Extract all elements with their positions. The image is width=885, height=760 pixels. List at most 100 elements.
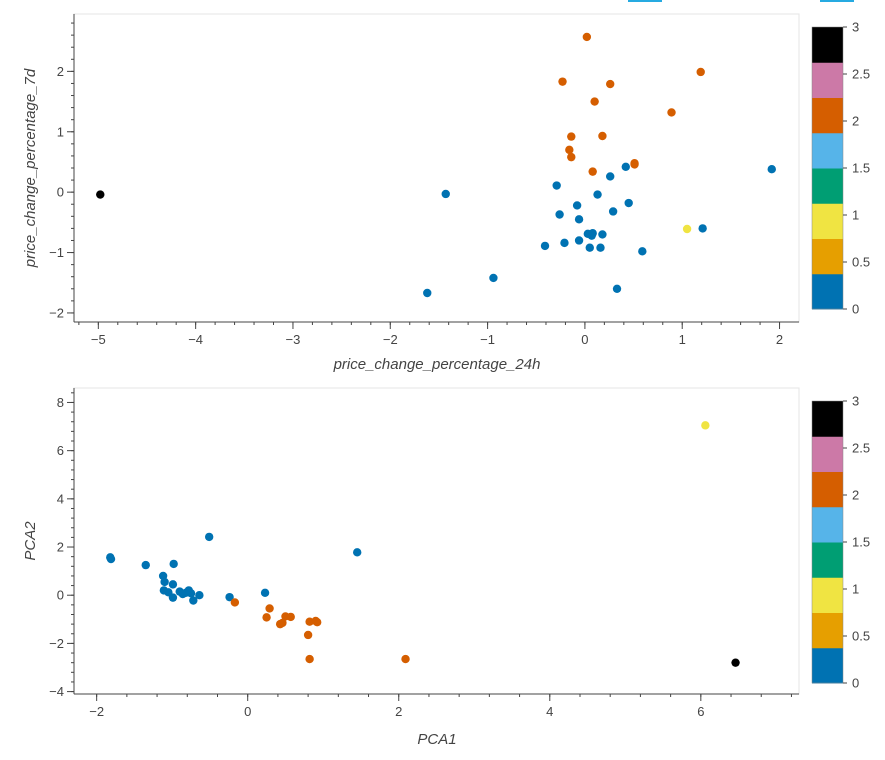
plot-1-point-38 [682, 224, 692, 234]
plot-1-colorbar-tick-label: 1.5 [852, 161, 870, 176]
plot-2-x-tick-label: 6 [697, 704, 704, 719]
plot-1-point-30 [587, 231, 596, 240]
plot-1-point-5 [582, 32, 592, 42]
plot-2-point-23 [260, 588, 270, 598]
plot-2-colorbar: 0 0.5 1 1.5 2 2.5 3 [811, 394, 870, 691]
plot-1-point-19 [606, 172, 615, 181]
plot-1-point-26 [574, 215, 584, 224]
plot-1-colorbar-swatch [812, 62, 843, 98]
plot-2-point-14 [168, 593, 178, 602]
plot-1-axes: −5 −4 −3 −2 −1 0 1 2 −2 −1 0 1 2 [49, 14, 799, 347]
plot-1-colorbar-tick-label: 1 [852, 208, 859, 223]
plot-1-point-11 [567, 132, 576, 141]
plot-1-colorbar-swatch [812, 168, 843, 204]
plot-2-y-tick-label: 0 [57, 588, 64, 603]
plot-1-point-3 [423, 288, 432, 298]
plot-2-x-tick-label: 0 [244, 704, 251, 719]
plot-2-colorbar-swatch [812, 542, 843, 578]
plot-2-colorbar-swatch [812, 612, 843, 649]
plot-1-colorbar-tick-label: 3 [852, 20, 859, 35]
plot-2-point-24 [230, 598, 240, 607]
plot-1-colorbar-swatch [812, 273, 843, 310]
plot-1-point-23 [624, 198, 633, 208]
plot-2-frame [73, 387, 800, 695]
plot-1-colorbar-swatch [812, 238, 843, 275]
plot-1-y-tick-label: −1 [49, 245, 64, 260]
plot-1-colorbar-tick-label: 0 [852, 302, 859, 317]
plot-1-point-31 [574, 236, 584, 245]
plot-2-x-tick-label: 2 [395, 704, 402, 719]
plot-2-y-tick-label: 2 [57, 540, 64, 555]
plot-2-colorbar-swatch [812, 436, 843, 472]
plot-1-point-40 [612, 284, 622, 293]
plot-1-x-tick-label: 1 [679, 332, 686, 347]
plot-1-point-18 [621, 162, 630, 171]
plot-2-point-30 [278, 618, 287, 628]
plot-1-frame [73, 13, 800, 323]
plot-2-point-20 [189, 596, 198, 605]
plot-1-colorbar-swatch [812, 132, 843, 169]
plot-1-x-tick-label: −1 [480, 332, 495, 347]
plot-2-colorbar-swatch [812, 401, 843, 437]
plot-2-point-5 [141, 560, 150, 570]
plot-1-point-8 [696, 67, 705, 77]
plot-1-point-32 [560, 238, 569, 248]
plot-1-x-tick-label: −2 [383, 332, 398, 347]
plot-1-x-tick-label: 2 [776, 332, 783, 347]
plot-1-point-7 [606, 79, 615, 89]
plot-1-point-37 [698, 224, 707, 233]
plot-2-point-6 [169, 559, 178, 569]
plot-2-colorbar-tick-label: 0 [852, 676, 859, 691]
plot-1-point-29 [598, 230, 607, 239]
plot-1-x-tick-label: −3 [286, 332, 301, 347]
plot-2-colorbar-tick-label: 1 [852, 582, 859, 597]
plot-1-point-20 [552, 181, 561, 190]
plot-2-colorbar-tick-label: 2 [852, 488, 859, 503]
plot-2-x-tick-label: −2 [89, 704, 104, 719]
plot-1-y-tick-label: 2 [57, 64, 64, 79]
plot-2-y-tick-label: 8 [57, 395, 64, 410]
plot-2-x-axis-title: PCA1 [417, 731, 456, 748]
plot-1-y-tick-label: 1 [57, 124, 64, 139]
plot-2-x-tick-label: 4 [546, 704, 553, 719]
plot-2: −2 0 2 4 6 −4 −2 0 2 4 6 8 PCA1 PCA2 0 0.5 1 1.5 2 2.5 3 [22, 387, 870, 748]
plot-2-point-21 [195, 591, 204, 600]
plot-1-point-13 [565, 145, 574, 155]
plot-2-colorbar-swatch [812, 577, 843, 613]
plot-1-colorbar-swatch [812, 203, 843, 239]
plot-1-colorbar-tick-label: 2.5 [852, 67, 870, 82]
toolbar-button-right[interactable] [820, 0, 854, 2]
plot-2-colorbar-swatch [812, 471, 843, 508]
plot-2-y-tick-label: 6 [57, 443, 64, 458]
plot-2-point-35 [305, 654, 314, 664]
plot-1-point-34 [585, 243, 594, 252]
plot-1-point-4 [489, 273, 498, 283]
plot-1-point-35 [596, 243, 605, 252]
plot-1: −5 −4 −3 −2 −1 0 1 2 −2 −1 0 1 2 price_change_percen… [22, 13, 870, 373]
plot-2-point-10 [160, 577, 169, 587]
plot-2-axes: −2 0 2 4 6 −4 −2 0 2 4 6 8 [49, 388, 799, 719]
plot-2-points [106, 421, 740, 667]
plot-2-point-33 [312, 617, 322, 627]
toolbar-button-left[interactable] [628, 0, 662, 2]
plot-1-point-39 [767, 165, 776, 174]
plot-1-point-12 [598, 131, 607, 141]
plot-2-colorbar-swatch [812, 647, 843, 684]
plot-1-x-axis-title: price_change_percentage_24h [333, 356, 541, 373]
plot-1-point-1 [96, 190, 105, 199]
plot-2-y-tick-label: −2 [49, 636, 64, 651]
plot-1-point-6 [558, 77, 567, 86]
plot-1-points [96, 32, 776, 298]
plot-2-colorbar-tick-label: 1.5 [852, 535, 870, 550]
plot-2-point-26 [262, 613, 271, 622]
plot-2-point-8 [353, 548, 362, 557]
plot-2-point-7 [204, 532, 214, 542]
plot-1-point-10 [667, 108, 676, 117]
plot-1-y-tick-label: 0 [57, 185, 64, 200]
plot-1-point-24 [555, 210, 564, 219]
plot-1-point-21 [593, 190, 602, 199]
plot-1-point-36 [638, 247, 647, 256]
plot-1-x-tick-label: 0 [581, 332, 588, 347]
plot-2-point-11 [168, 580, 178, 589]
